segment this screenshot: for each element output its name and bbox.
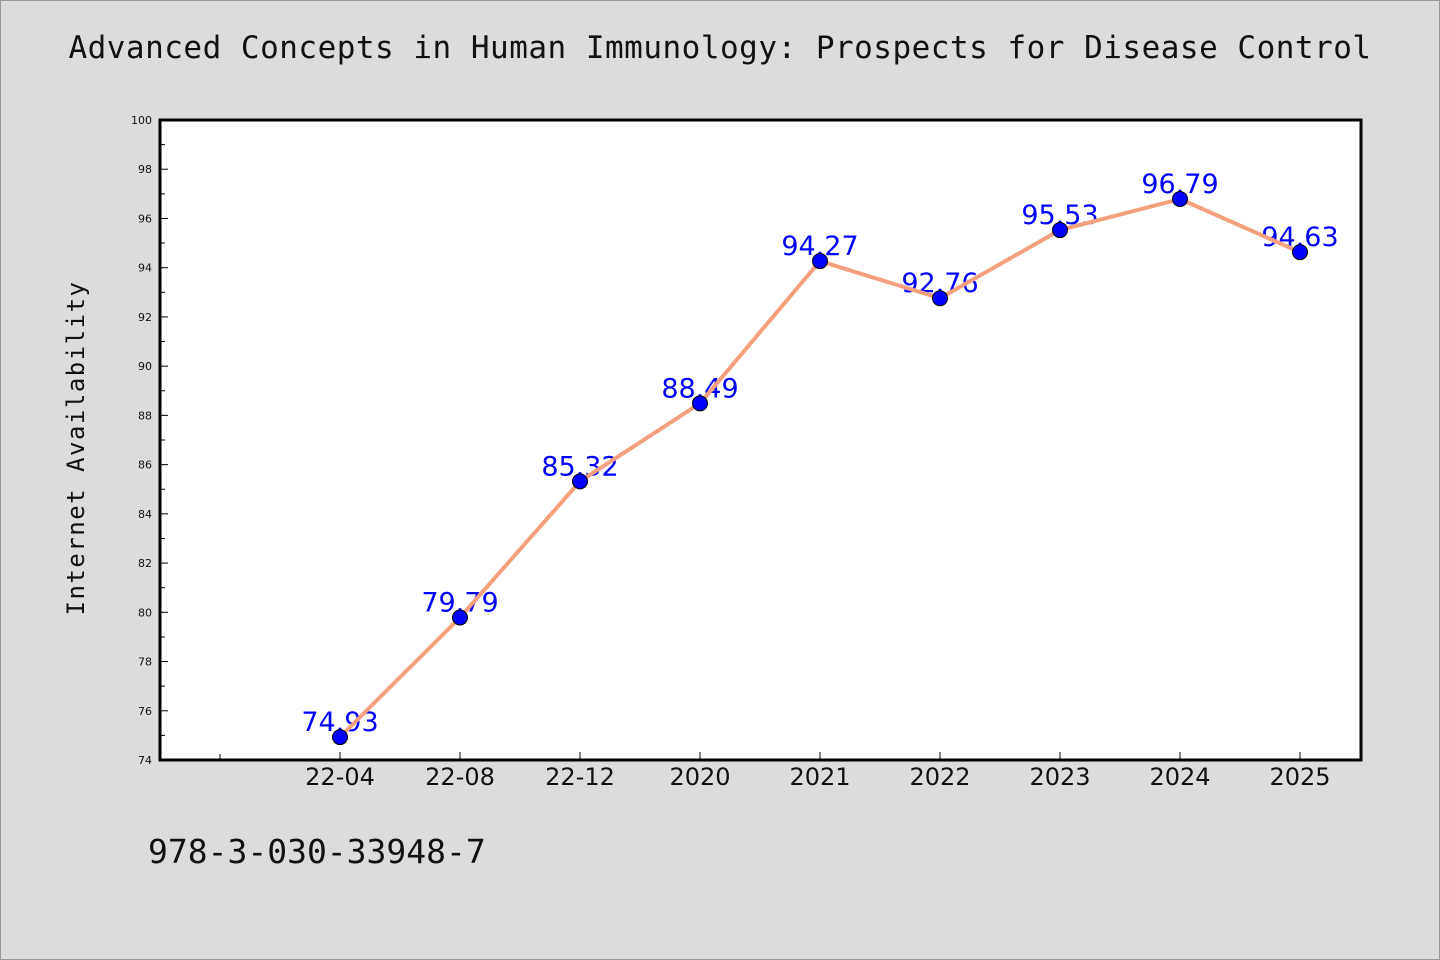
y-tick-label: 94 — [138, 262, 152, 275]
data-point — [1172, 191, 1188, 208]
y-tick-label: 84 — [138, 508, 152, 521]
y-tick-label: 78 — [138, 656, 152, 669]
x-tick-label: 2020 — [669, 763, 730, 791]
x-tick-label: 2024 — [1149, 763, 1210, 791]
x-tick-label: 2023 — [1029, 763, 1090, 791]
data-point — [1052, 222, 1068, 239]
data-point — [692, 395, 708, 412]
data-point — [332, 729, 348, 746]
y-tick-label: 82 — [138, 557, 152, 570]
data-point — [1292, 244, 1308, 261]
data-point — [932, 290, 948, 307]
footer-isbn: 978-3-030-33948-7 — [148, 832, 486, 871]
y-tick-label: 100 — [131, 114, 152, 127]
y-tick-label: 88 — [138, 409, 152, 422]
x-tick-label: 2021 — [789, 763, 850, 791]
y-tick-label: 74 — [138, 754, 152, 767]
y-tick-label: 76 — [138, 705, 152, 718]
y-tick-label: 98 — [138, 163, 152, 176]
x-ticks: 22-04 22-08 22-12 2020 2021 2022 2023 2024 2025 — [219, 752, 1331, 791]
x-tick-label: 2025 — [1269, 763, 1330, 791]
x-tick-label: 2022 — [909, 763, 970, 791]
y-axis-label: Internet Availability — [62, 281, 90, 616]
chart-title: Advanced Concepts in Human Immunology: P… — [68, 30, 1372, 66]
data-point — [572, 473, 588, 490]
plot-area — [160, 120, 1361, 760]
y-tick-label: 80 — [138, 606, 152, 619]
x-tick-label: 22-08 — [425, 763, 495, 791]
y-tick-label: 90 — [138, 360, 152, 373]
x-tick-label: 22-12 — [545, 763, 615, 791]
data-point — [452, 609, 468, 626]
data-point — [812, 253, 828, 270]
plot-border — [158, 118, 1363, 762]
series — [332, 191, 1308, 746]
y-tick-label: 92 — [138, 311, 152, 324]
y-tick-label: 86 — [138, 459, 152, 472]
x-tick-label: 22-04 — [305, 763, 375, 791]
y-tick-label: 96 — [138, 212, 152, 225]
data-labels: 74.9379.7985.3288.4994.2792.7695.5396.79… — [301, 169, 1338, 738]
